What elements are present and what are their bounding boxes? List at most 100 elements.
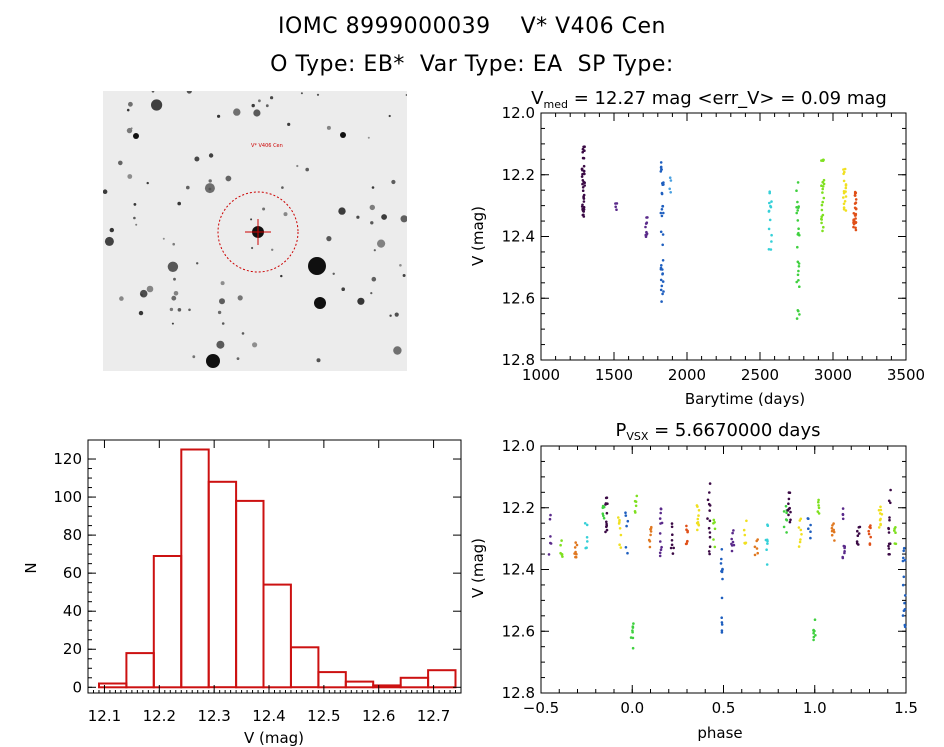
histogram-xtick-label: 12.3 bbox=[197, 707, 230, 725]
lightcurve-point bbox=[582, 197, 586, 200]
phased-point bbox=[786, 509, 790, 512]
lightcurve-point bbox=[583, 149, 586, 152]
phased-point bbox=[879, 505, 882, 509]
phased-point bbox=[903, 623, 907, 627]
phased-point bbox=[798, 519, 802, 522]
star bbox=[208, 179, 212, 183]
phased-point bbox=[902, 575, 906, 579]
phased-point bbox=[708, 519, 712, 523]
star bbox=[221, 322, 225, 325]
phased-point bbox=[843, 545, 846, 548]
phased-point bbox=[842, 544, 846, 548]
lightcurve-point bbox=[645, 216, 648, 219]
lightcurve-point bbox=[645, 230, 648, 234]
phased-point bbox=[632, 622, 635, 625]
phased-point bbox=[755, 547, 759, 550]
phased-point bbox=[602, 516, 606, 520]
phased-point bbox=[575, 552, 578, 556]
phased-plot: −0.5 0.0 0.5 1.0 1.5 12.0 12.2 12.4 12.6 12.8 bbox=[502, 437, 918, 717]
lightcurve-point bbox=[767, 210, 771, 213]
lightcurve-point bbox=[581, 186, 585, 189]
phased-point bbox=[806, 517, 810, 520]
phased-point bbox=[841, 512, 845, 516]
phased-point bbox=[712, 518, 716, 522]
phased-point bbox=[789, 510, 792, 514]
phased-point bbox=[685, 528, 688, 531]
phased-point bbox=[634, 504, 638, 508]
phased-point bbox=[869, 526, 872, 530]
lightcurve-point bbox=[661, 272, 664, 275]
star bbox=[220, 281, 225, 286]
lightcurve-ylabel: V (mag) bbox=[469, 206, 487, 266]
lightcurve-point bbox=[769, 204, 772, 208]
lightcurve-point bbox=[661, 268, 664, 271]
star bbox=[280, 274, 283, 278]
lightcurve-point bbox=[580, 175, 584, 178]
lightcurve-point bbox=[822, 182, 826, 186]
lightcurve-point bbox=[583, 145, 586, 149]
phased-point bbox=[813, 618, 817, 621]
star bbox=[135, 223, 138, 226]
star bbox=[271, 248, 274, 251]
phased-point bbox=[830, 529, 834, 533]
phased-point bbox=[841, 507, 845, 510]
lightcurve-point bbox=[770, 240, 773, 243]
phased-point bbox=[817, 506, 821, 510]
phased-point bbox=[559, 543, 562, 547]
phased-point bbox=[766, 524, 770, 527]
lightcurve-point bbox=[581, 168, 584, 172]
phased-point bbox=[809, 536, 812, 540]
phased-point bbox=[764, 538, 768, 542]
lightcurve-point bbox=[768, 218, 772, 222]
star bbox=[128, 101, 133, 107]
lightcurve-point bbox=[853, 202, 857, 205]
phased-point bbox=[631, 629, 634, 632]
lightcurve-point bbox=[820, 203, 824, 207]
phased-point bbox=[684, 542, 688, 546]
lightcurve-point bbox=[661, 183, 664, 186]
star bbox=[103, 189, 108, 194]
phased-point bbox=[868, 525, 871, 529]
phased-point bbox=[765, 538, 769, 542]
phased-point bbox=[744, 541, 748, 545]
phased-point bbox=[601, 512, 605, 515]
phased-point bbox=[894, 526, 897, 529]
phased-point bbox=[602, 514, 605, 518]
phased-point bbox=[832, 528, 835, 532]
phased-point bbox=[604, 503, 607, 506]
phased-point bbox=[894, 542, 898, 546]
lightcurve-ytick-label: 12.0 bbox=[502, 104, 535, 122]
phased-point bbox=[712, 522, 715, 525]
lightcurve-point bbox=[821, 180, 824, 184]
lightcurve-point bbox=[852, 221, 855, 224]
star bbox=[357, 297, 365, 305]
phased-point bbox=[809, 530, 812, 533]
lightcurve-point bbox=[582, 213, 585, 217]
star bbox=[370, 292, 373, 295]
phased-point bbox=[879, 508, 883, 512]
star bbox=[186, 185, 190, 190]
phased-point bbox=[669, 546, 673, 550]
phased-point bbox=[631, 630, 634, 634]
phased-point bbox=[671, 533, 674, 536]
phased-point bbox=[869, 535, 872, 539]
lightcurve-point bbox=[854, 226, 857, 230]
lightcurve-point bbox=[820, 218, 823, 221]
star bbox=[287, 122, 291, 126]
phased-point bbox=[843, 551, 846, 555]
lightcurve-point bbox=[822, 225, 825, 229]
lightcurve-point bbox=[668, 176, 672, 179]
phased-point bbox=[813, 629, 816, 633]
phased-point bbox=[549, 542, 553, 545]
lightcurve-point bbox=[581, 147, 585, 151]
star bbox=[371, 186, 375, 189]
phased-point bbox=[708, 531, 712, 534]
phased-point bbox=[887, 547, 891, 550]
phased-point bbox=[631, 646, 635, 650]
phased-point bbox=[812, 638, 815, 642]
lightcurve-point bbox=[668, 187, 671, 191]
phased-point bbox=[765, 548, 768, 551]
phased-point bbox=[867, 529, 870, 533]
lightcurve-point bbox=[659, 165, 663, 169]
phased-point bbox=[857, 526, 861, 529]
